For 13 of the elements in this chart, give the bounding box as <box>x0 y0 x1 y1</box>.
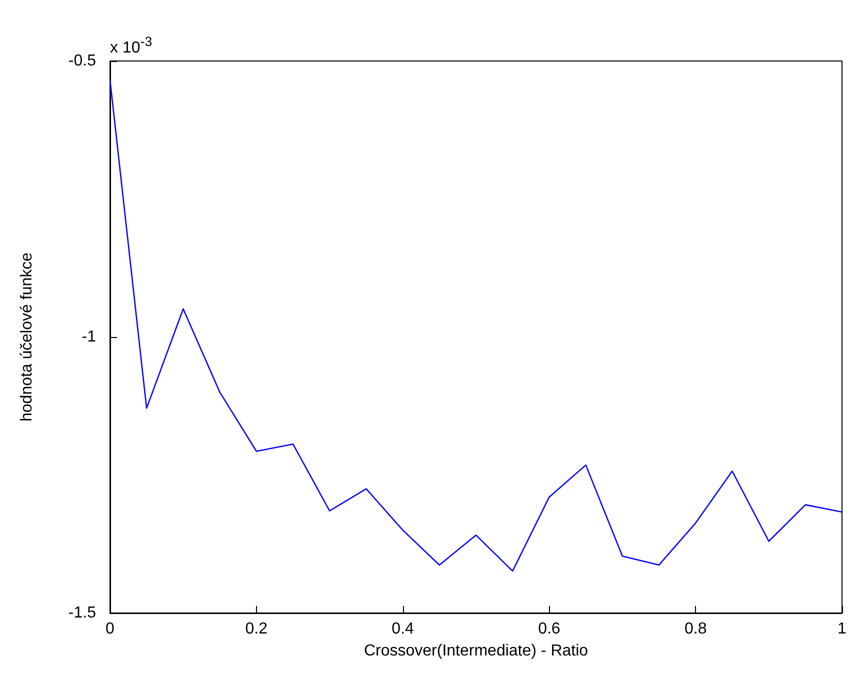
y-tick-label: -1 <box>82 328 96 346</box>
x-tick-label: 0.8 <box>684 620 707 638</box>
line-series <box>109 79 843 572</box>
y-tick-label: -0.5 <box>68 52 96 70</box>
y-tick-label: -1.5 <box>68 604 96 622</box>
x-tick-label: 0 <box>106 620 115 638</box>
x-tick-label: 0.6 <box>538 620 560 638</box>
x-axis-title: Crossover(Intermediate) - Ratio <box>364 642 588 660</box>
axis-multiplier: x 10$^{-3}$ <box>110 34 152 58</box>
y-axis-title: hodnota účelové funkce <box>18 252 36 422</box>
x-tick-label: 0.4 <box>392 620 414 638</box>
x-tick-label: 1 <box>838 620 847 638</box>
x-tick-label: 0.2 <box>245 620 268 638</box>
